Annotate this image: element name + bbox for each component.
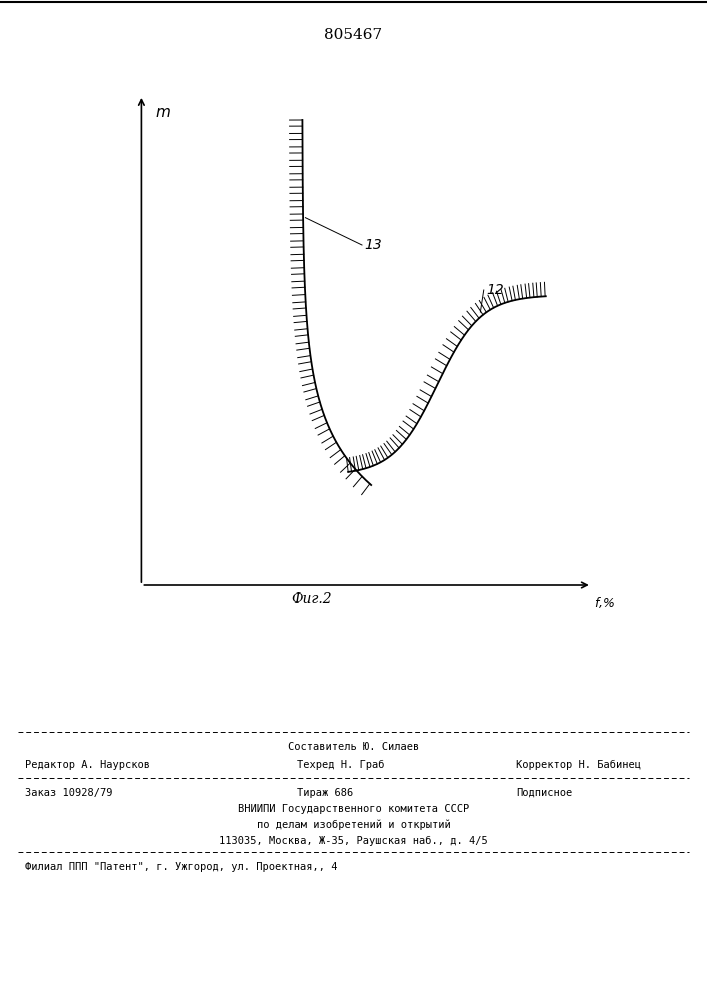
Text: Подписное: Подписное xyxy=(516,788,573,798)
Text: ВНИИПИ Государственного комитета СССР: ВНИИПИ Государственного комитета СССР xyxy=(238,804,469,814)
Text: Составитель Ю. Силаев: Составитель Ю. Силаев xyxy=(288,742,419,752)
Text: $f$,%: $f$,% xyxy=(594,595,615,610)
Text: Тираж 686: Тираж 686 xyxy=(297,788,354,798)
Text: Корректор Н. Бабинец: Корректор Н. Бабинец xyxy=(516,760,641,770)
Text: Фиг.2: Фиг.2 xyxy=(291,592,332,606)
Text: $m$: $m$ xyxy=(156,105,171,120)
Text: 12: 12 xyxy=(486,283,504,297)
Text: 805467: 805467 xyxy=(325,28,382,42)
Text: Техред Н. Граб: Техред Н. Граб xyxy=(297,760,385,770)
Text: 13: 13 xyxy=(364,238,382,252)
Text: по делам изобретений и открытий: по делам изобретений и открытий xyxy=(257,820,450,830)
Text: Редактор А. Наурсков: Редактор А. Наурсков xyxy=(25,760,150,770)
Text: Заказ 10928/79: Заказ 10928/79 xyxy=(25,788,112,798)
Text: Филиал ППП "Патент", г. Ужгород, ул. Проектная,, 4: Филиал ППП "Патент", г. Ужгород, ул. Про… xyxy=(25,862,337,872)
Text: 113035, Москва, Ж-35, Раушская наб., д. 4/5: 113035, Москва, Ж-35, Раушская наб., д. … xyxy=(219,836,488,846)
